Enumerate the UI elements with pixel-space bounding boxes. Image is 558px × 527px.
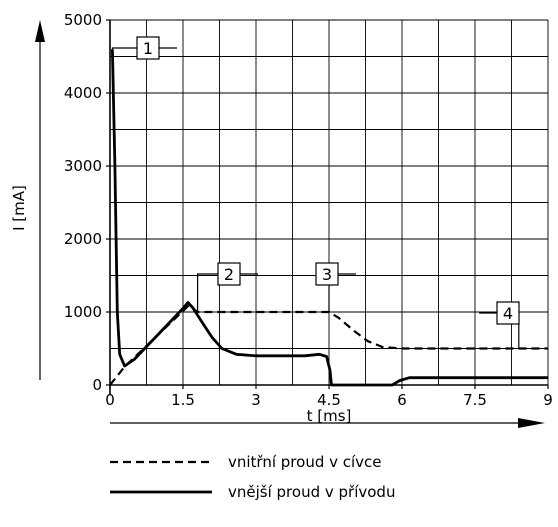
callouts: 1 2 3 4 — [111, 36, 520, 349]
y-axis-title: I [mA] — [10, 185, 28, 231]
callout-box — [136, 36, 160, 60]
legend-label: vnější proud v přívodu — [228, 483, 395, 501]
callout-box — [217, 262, 241, 286]
y-tick-label: 4000 — [64, 84, 102, 102]
series-line-outer-current — [111, 49, 548, 387]
x-tick-label: 0 — [105, 391, 115, 409]
y-tick-label: 0 — [92, 376, 102, 394]
y-tick-label: 5000 — [64, 11, 102, 29]
y-axis-arrow-head — [35, 20, 45, 42]
callout-label: 4 — [503, 304, 513, 323]
legend-label: vnitřní proud v cívce — [228, 453, 382, 471]
x-axis-title: t [ms] — [307, 407, 352, 425]
legend: vnitřní proud v cívce vnější proud v přív… — [110, 453, 395, 501]
x-tick-label: 9 — [543, 391, 553, 409]
callout-leader — [111, 47, 137, 50]
callout-label: 1 — [143, 39, 153, 58]
y-tick-label: 1000 — [64, 303, 102, 321]
y-tick-label: 2000 — [64, 230, 102, 248]
grid — [110, 19, 549, 385]
callout-leader — [197, 273, 218, 312]
callout-box — [315, 262, 339, 286]
x-tick-label: 6 — [397, 391, 407, 409]
callout-label: 2 — [224, 265, 234, 284]
callout-box — [496, 301, 520, 325]
x-axis-arrow-head — [518, 418, 545, 428]
axes: 0 1000 2000 3000 4000 5000 0 1.5 3 4.5 6 7.5 9 t [ms]… — [10, 11, 553, 428]
callout-label: 3 — [322, 265, 332, 284]
x-tick-label: 4.5 — [317, 391, 341, 409]
x-tick-label: 7.5 — [463, 391, 487, 409]
x-tick-label: 3 — [251, 391, 261, 409]
y-tick-label: 3000 — [64, 157, 102, 175]
series-layer — [109, 49, 548, 387]
x-tick-label: 1.5 — [171, 391, 195, 409]
